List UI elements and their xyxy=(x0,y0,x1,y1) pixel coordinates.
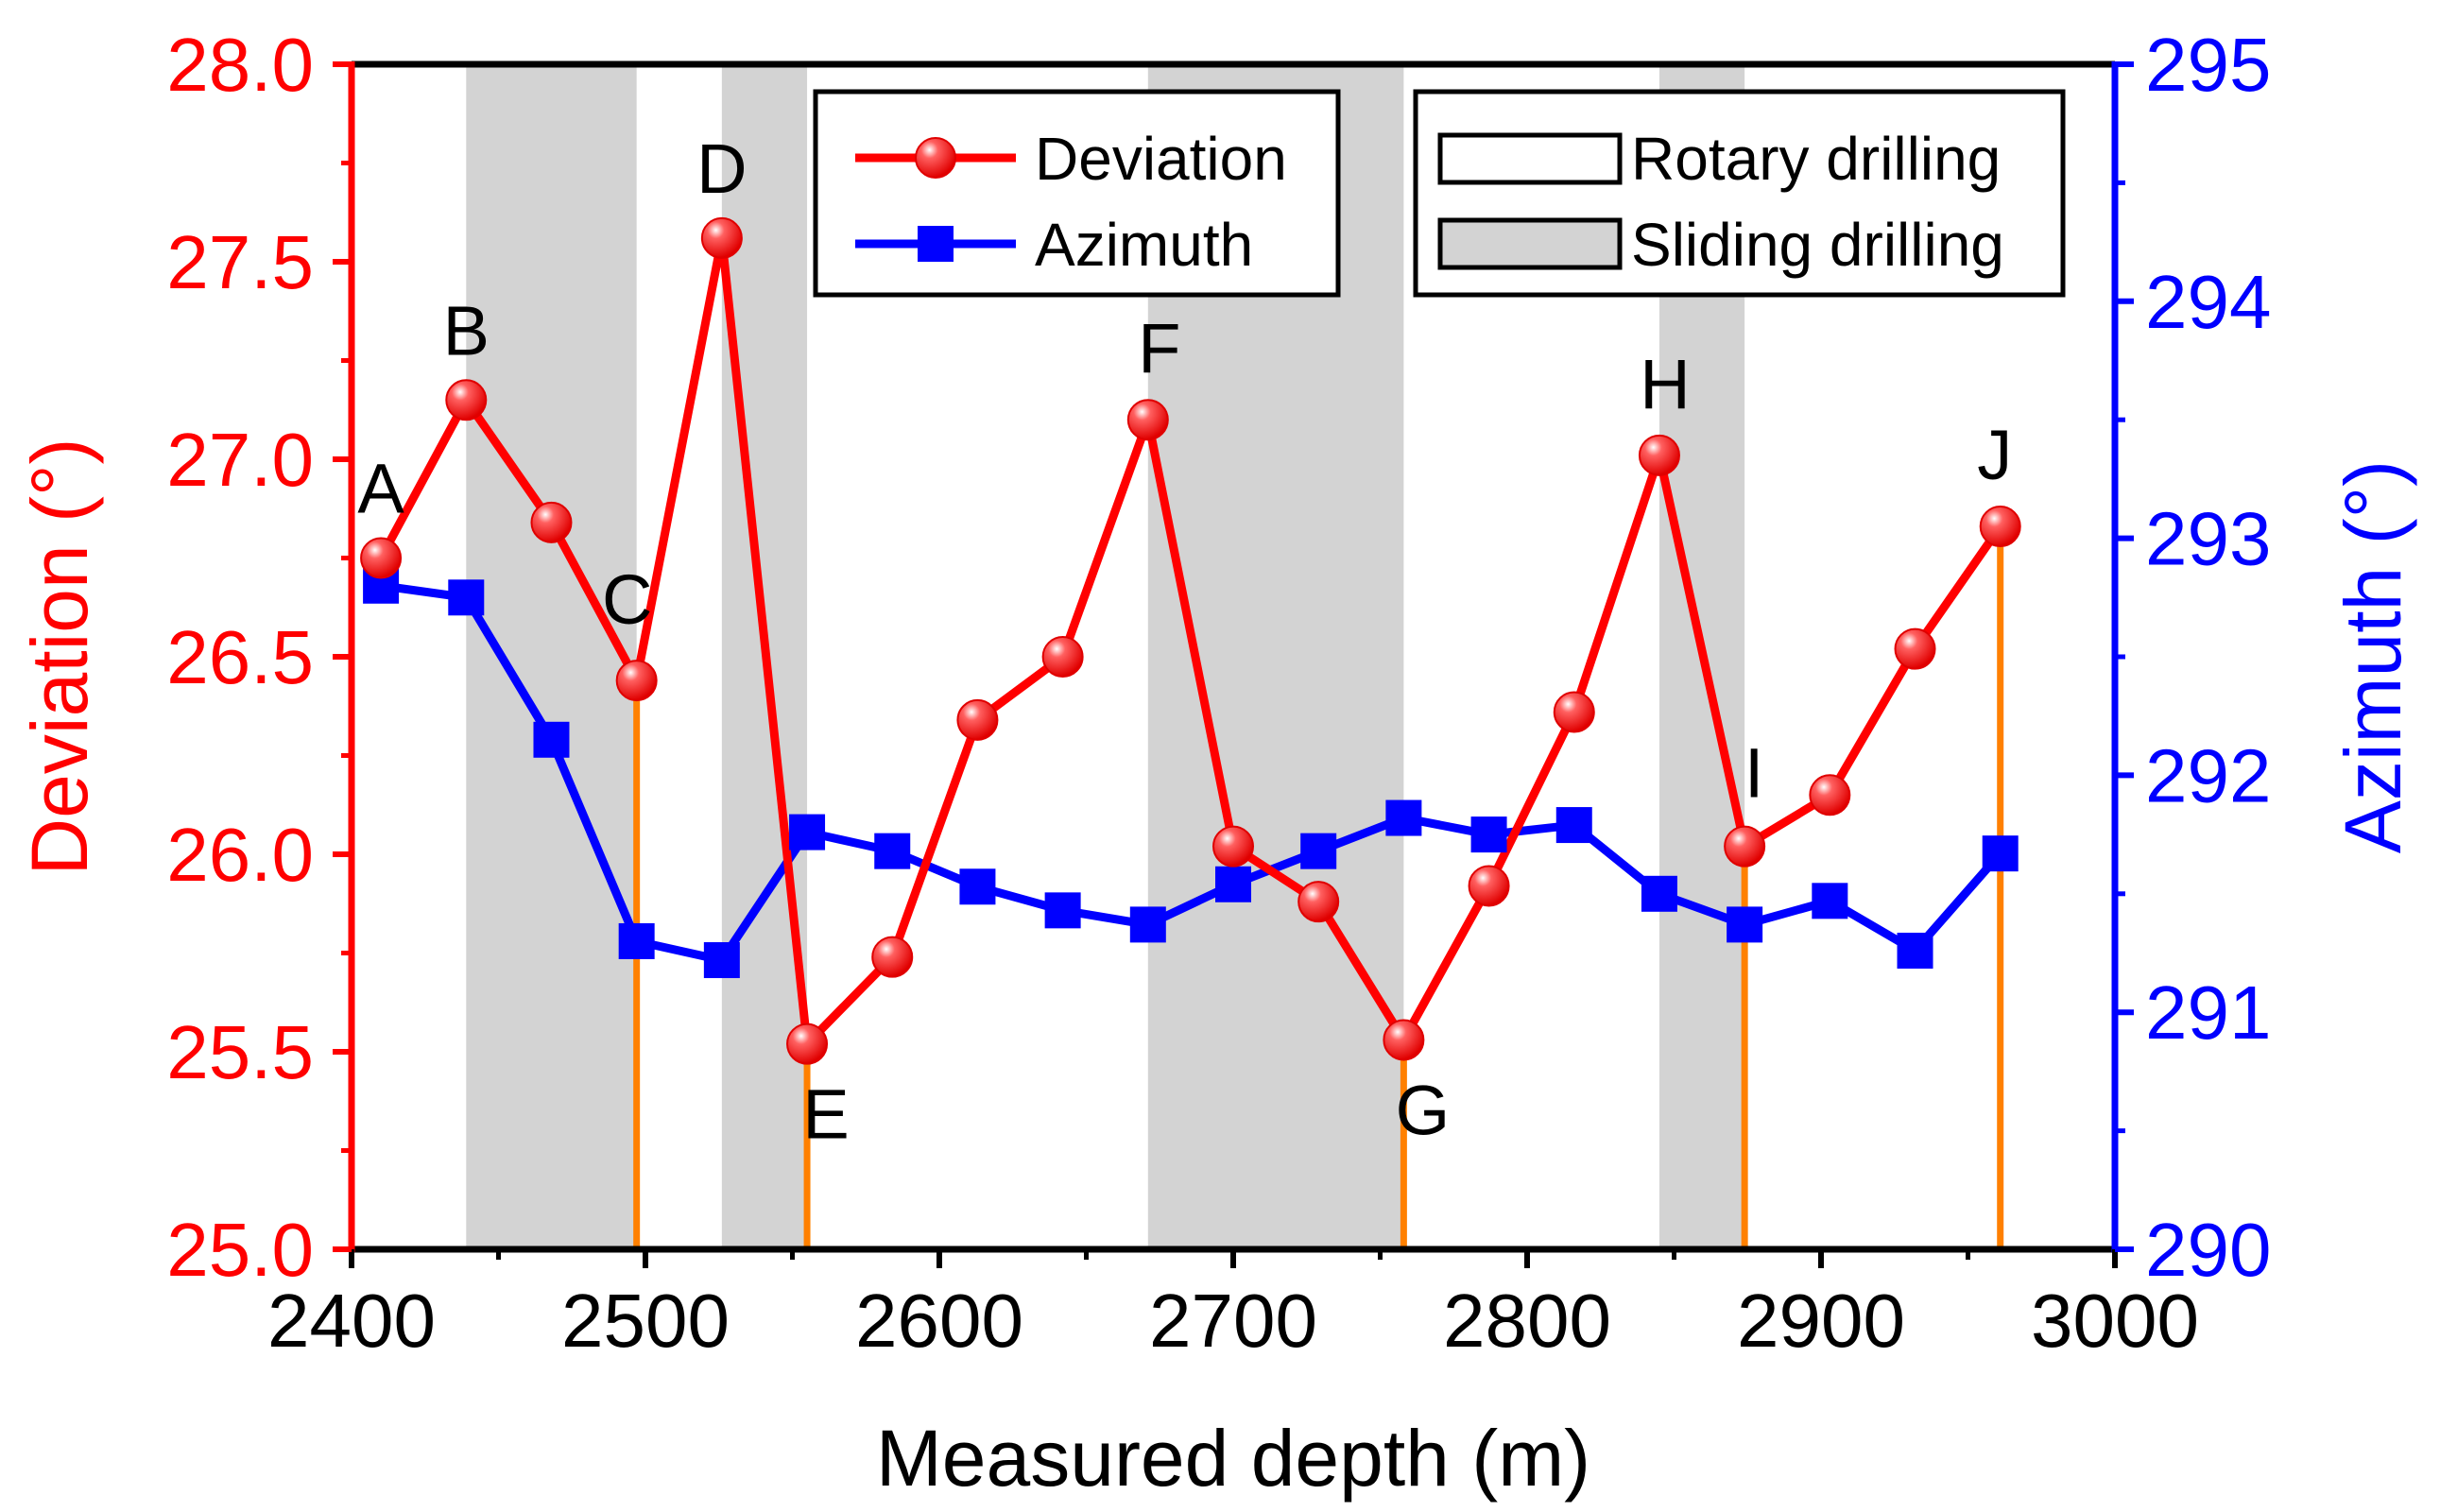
right-tick-label: 295 xyxy=(2145,23,2271,107)
deviation-point xyxy=(1297,881,1340,923)
deviation-point xyxy=(1126,399,1169,441)
x-tick-label: 2700 xyxy=(1149,1279,1317,1363)
deviation-point xyxy=(1041,636,1084,678)
azimuth-point xyxy=(789,814,826,850)
point-label: A xyxy=(357,450,404,528)
deviation-point xyxy=(1979,506,2021,548)
deviation-point xyxy=(871,936,914,978)
point-label: E xyxy=(802,1075,849,1154)
x-tick-label: 2900 xyxy=(1737,1279,1905,1363)
x-tick-label: 2400 xyxy=(267,1279,436,1363)
azimuth-point xyxy=(1727,906,1763,943)
legend-deviation-marker xyxy=(915,137,956,179)
deviation-point xyxy=(530,501,573,543)
deviation-point xyxy=(1638,434,1680,476)
left-tick-label: 26.0 xyxy=(166,813,314,897)
point-label: C xyxy=(602,560,652,639)
point-label: J xyxy=(1977,416,2012,494)
azimuth-point xyxy=(1044,892,1081,929)
azimuth-point xyxy=(618,922,655,959)
left-tick-label: 28.0 xyxy=(166,23,314,107)
legend: Deviation Azimuth Rotary drilling Sliding d… xyxy=(813,89,2066,298)
x-tick-label: 3000 xyxy=(2031,1279,2199,1363)
deviation-point xyxy=(1553,691,1595,733)
left-tick-label: 25.0 xyxy=(166,1208,314,1292)
legend-deviation-label: Deviation xyxy=(1035,125,1287,193)
x-axis-title: Measured depth (m) xyxy=(876,1414,1590,1503)
deviation-point xyxy=(445,379,488,421)
deviation-point xyxy=(615,660,658,702)
azimuth-point xyxy=(448,579,485,616)
vertical-markers xyxy=(633,526,2004,1249)
deviation-point xyxy=(786,1022,829,1065)
azimuth-point xyxy=(874,833,911,869)
point-label: D xyxy=(696,129,747,208)
point-label: G xyxy=(1396,1071,1451,1149)
point-labels: A B C D E F G H I J xyxy=(357,129,2012,1154)
deviation-point xyxy=(1809,774,1851,816)
series-legend-box xyxy=(813,89,1341,298)
sliding-band xyxy=(466,64,637,1249)
azimuth-point xyxy=(1812,883,1848,919)
azimuth-point xyxy=(1641,875,1677,912)
deviation-point xyxy=(1383,1019,1425,1061)
right-tick-label: 291 xyxy=(2145,971,2271,1055)
left-tick-label: 26.5 xyxy=(166,615,314,699)
right-axis-title: Azimuth (°) xyxy=(2328,460,2417,853)
azimuth-point xyxy=(533,721,570,758)
left-axis-title: Deviation (°) xyxy=(15,438,104,875)
azimuth-point xyxy=(1215,866,1251,902)
azimuth-point xyxy=(1385,799,1422,836)
left-tick-label: 27.5 xyxy=(166,220,314,304)
point-label: H xyxy=(1640,345,1690,423)
legend-rotary-swatch xyxy=(1437,132,1623,185)
point-label: F xyxy=(1138,309,1180,387)
axes: 2400 2500 2600 2700 2800 2900 3000 25.0 25.5 26.0… xyxy=(15,23,2417,1503)
azimuth-point xyxy=(703,942,740,979)
right-tick-label: 294 xyxy=(2145,260,2271,344)
left-tick-label: 27.0 xyxy=(166,418,314,502)
legend-azimuth-label: Azimuth xyxy=(1035,211,1253,279)
right-tick-label: 290 xyxy=(2145,1208,2271,1292)
azimuth-point xyxy=(1470,816,1507,853)
azimuth-point xyxy=(1982,835,2019,872)
deviation-point xyxy=(1468,865,1510,907)
series-layer xyxy=(360,216,2021,1065)
right-tick-label: 292 xyxy=(2145,733,2271,817)
legend-sliding-swatch xyxy=(1437,217,1623,270)
azimuth-point xyxy=(1897,932,1933,969)
azimuth-point xyxy=(1555,807,1592,844)
point-label: I xyxy=(1744,734,1764,813)
azimuth-point xyxy=(1129,906,1166,943)
legend-rotary-label: Rotary drilling xyxy=(1631,125,2001,193)
point-label: B xyxy=(443,291,490,369)
left-tick-label: 25.5 xyxy=(166,1010,314,1094)
azimuth-point xyxy=(1300,833,1337,869)
x-tick-label: 2500 xyxy=(561,1279,730,1363)
legend-azimuth-marker xyxy=(918,226,954,262)
x-tick-label: 2800 xyxy=(1443,1279,1611,1363)
deviation-point xyxy=(360,537,403,579)
deviation-point xyxy=(1212,825,1254,868)
deviation-point xyxy=(1724,825,1766,868)
deviation-point xyxy=(700,216,743,259)
azimuth-point xyxy=(959,868,996,905)
deviation-point xyxy=(956,698,999,741)
x-tick-label: 2600 xyxy=(855,1279,1023,1363)
deviation-point xyxy=(1894,627,1936,670)
deviation-series-line xyxy=(377,233,2004,1049)
right-tick-label: 293 xyxy=(2145,497,2271,581)
legend-sliding-label: Sliding drilling xyxy=(1631,211,2004,279)
